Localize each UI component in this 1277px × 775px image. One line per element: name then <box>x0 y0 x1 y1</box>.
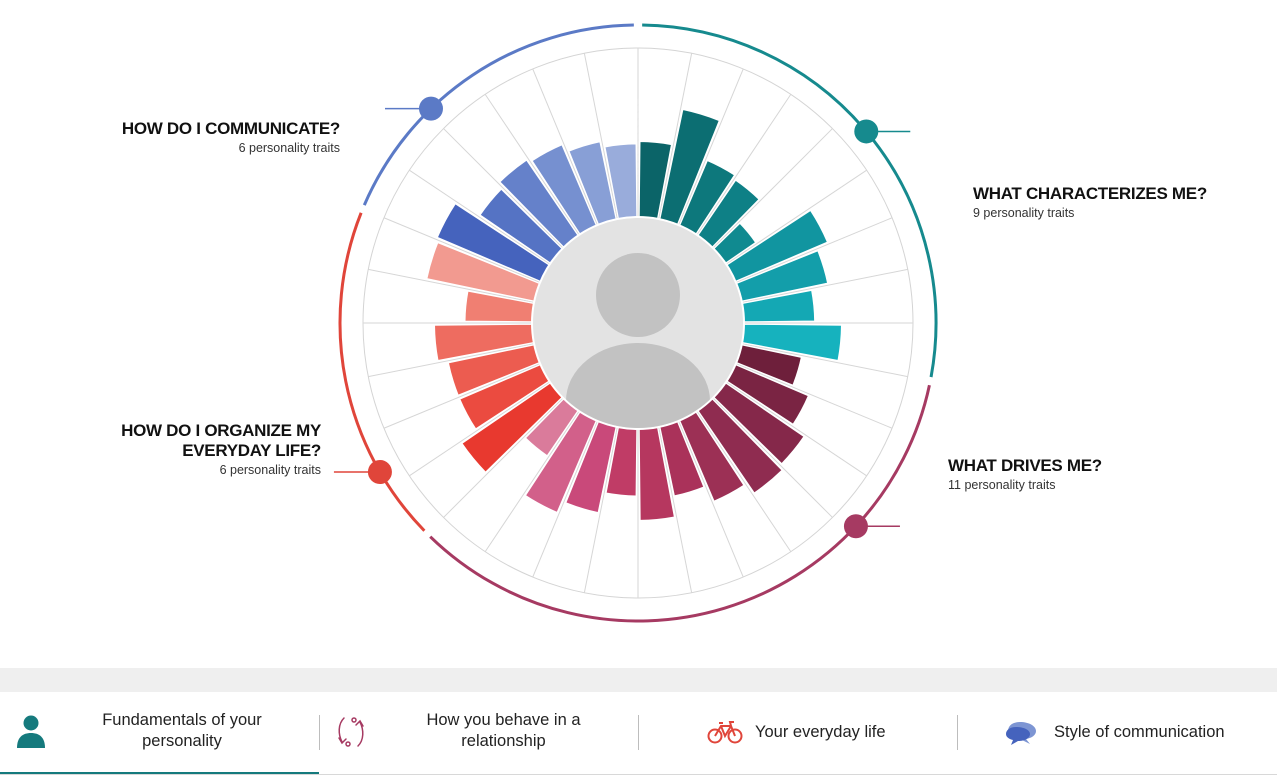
wheel-spoke <box>443 397 564 518</box>
wheel-spoke <box>484 94 580 236</box>
speech-bubbles-icon <box>1006 722 1036 745</box>
tab-separator <box>638 715 639 750</box>
tab-communication-style[interactable]: Style of communication <box>958 692 1277 775</box>
tab-label: Style of communication <box>1054 723 1225 741</box>
person-icon <box>17 715 45 748</box>
tab-separator <box>319 715 320 750</box>
wheel-spoke <box>696 94 792 236</box>
wheel-spoke <box>678 420 744 578</box>
wheel-spoke <box>484 410 580 552</box>
category-title: HOW DO I COMMUNICATE? <box>121 119 340 138</box>
wheel-spoke <box>741 268 908 303</box>
section-divider <box>0 668 1277 692</box>
category-trait-count: 11 personality traits <box>948 478 1056 492</box>
category-communicate[interactable]: HOW DO I COMMUNICATE? 6 personality trai… <box>60 119 340 156</box>
wheel-spoke <box>735 217 893 283</box>
tab-relationship[interactable]: How you behave in a relationship <box>320 692 638 775</box>
wheel-spoke <box>712 397 833 518</box>
wheel-spoke <box>583 426 618 593</box>
wheel-spoke <box>678 68 744 226</box>
wheel-spoke <box>532 420 598 578</box>
personality-wheel-panel: HOW DO I COMMUNICATE? 6 personality trai… <box>40 23 1263 623</box>
wheel-spoke <box>696 410 792 552</box>
personality-wheel <box>333 23 938 623</box>
category-drives[interactable]: WHAT DRIVES ME? 11 personality traits <box>948 456 1238 493</box>
category-arc-drives <box>429 384 931 623</box>
bicycle-icon <box>707 721 743 744</box>
category-title: WHAT CHARACTERIZES ME? <box>973 184 1207 203</box>
tab-label: Your everyday life <box>755 723 886 741</box>
wheel-spoke <box>383 217 541 283</box>
wheel-spoke <box>409 381 551 477</box>
wheel-spoke <box>658 53 693 220</box>
wheel-spoke <box>443 128 564 249</box>
wheel-spoke <box>735 363 893 429</box>
wheel-spoke <box>741 343 908 378</box>
category-title: WHAT DRIVES ME? <box>948 456 1102 475</box>
wheel-spoke <box>725 381 867 477</box>
category-title: HOW DO I ORGANIZE MY EVERYDAY LIFE? <box>121 421 321 460</box>
wheel-spoke <box>383 363 541 429</box>
category-arc-communicate <box>362 23 634 206</box>
category-organize[interactable]: HOW DO I ORGANIZE MY EVERYDAY LIFE? 6 pe… <box>40 421 321 478</box>
wheel-spoke <box>725 169 867 265</box>
category-trait-count: 6 personality traits <box>219 463 321 477</box>
wheel-spoke <box>409 169 551 265</box>
tab-label: How you behave in a relationship <box>426 711 581 750</box>
tab-everyday-life[interactable]: Your everyday life <box>639 692 957 775</box>
category-trait-count: 9 personality traits <box>973 206 1075 220</box>
wheel-spoke <box>583 53 618 220</box>
tab-label: Fundamentals of your personality <box>102 711 262 750</box>
wheel-spoke <box>532 68 598 226</box>
tab-fundamentals[interactable]: Fundamentals of your personality <box>0 692 319 775</box>
wheel-spoke <box>368 343 535 378</box>
wheel-spoke <box>368 268 535 303</box>
category-dot[interactable] <box>843 514 868 539</box>
active-tab-indicator <box>0 772 319 775</box>
tab-separator <box>957 715 958 750</box>
user-avatar-icon <box>566 253 710 428</box>
category-arc-organize <box>338 212 426 532</box>
category-trait-count: 6 personality traits <box>238 141 340 155</box>
category-dot[interactable] <box>367 460 392 484</box>
wheel-spoke <box>712 128 833 249</box>
relationship-arrows-icon <box>338 717 364 747</box>
wheel-spoke <box>658 426 693 593</box>
category-characterizes[interactable]: WHAT CHARACTERIZES ME? 9 personality tra… <box>973 184 1263 221</box>
category-dot[interactable] <box>854 119 879 144</box>
category-dot[interactable] <box>418 96 443 121</box>
bottom-tab-bar: Fundamentals of your personality How you… <box>0 692 1277 775</box>
